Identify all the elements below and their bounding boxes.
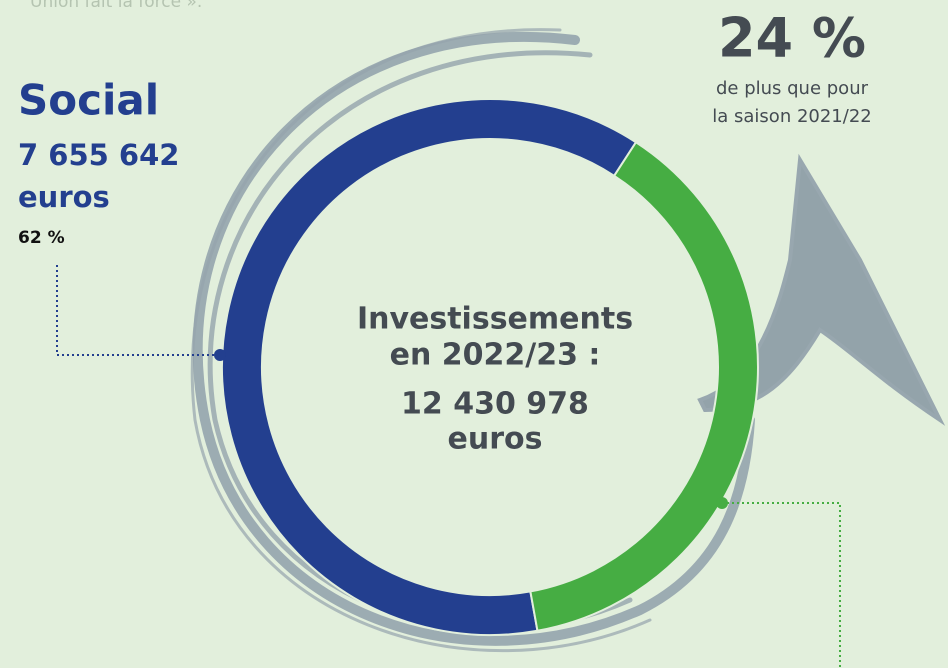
donut-segment — [221, 98, 638, 636]
value-label: 62 % — [18, 228, 65, 248]
caption: Union fait la force ». — [30, 0, 202, 12]
swoosh — [190, 28, 946, 653]
connector — [56, 265, 220, 356]
amount-unit: euros — [18, 180, 110, 214]
annotation-text: la saison 2021/22 — [712, 106, 871, 127]
center-value: 12 430 978 — [401, 387, 589, 422]
annotation-text: de plus que pour — [716, 78, 869, 99]
center-title: Investissements — [357, 302, 633, 337]
center-title: en 2022/23 : — [390, 338, 601, 373]
category-label: Social — [18, 76, 159, 125]
donut — [221, 98, 759, 636]
annotation-value: 24 % — [718, 7, 866, 70]
donut-segment — [529, 140, 759, 632]
connector-dot — [716, 497, 728, 509]
connector-dot — [214, 349, 226, 361]
center-unit: euros — [448, 422, 543, 457]
amount-label: 7 655 642 — [18, 138, 179, 172]
